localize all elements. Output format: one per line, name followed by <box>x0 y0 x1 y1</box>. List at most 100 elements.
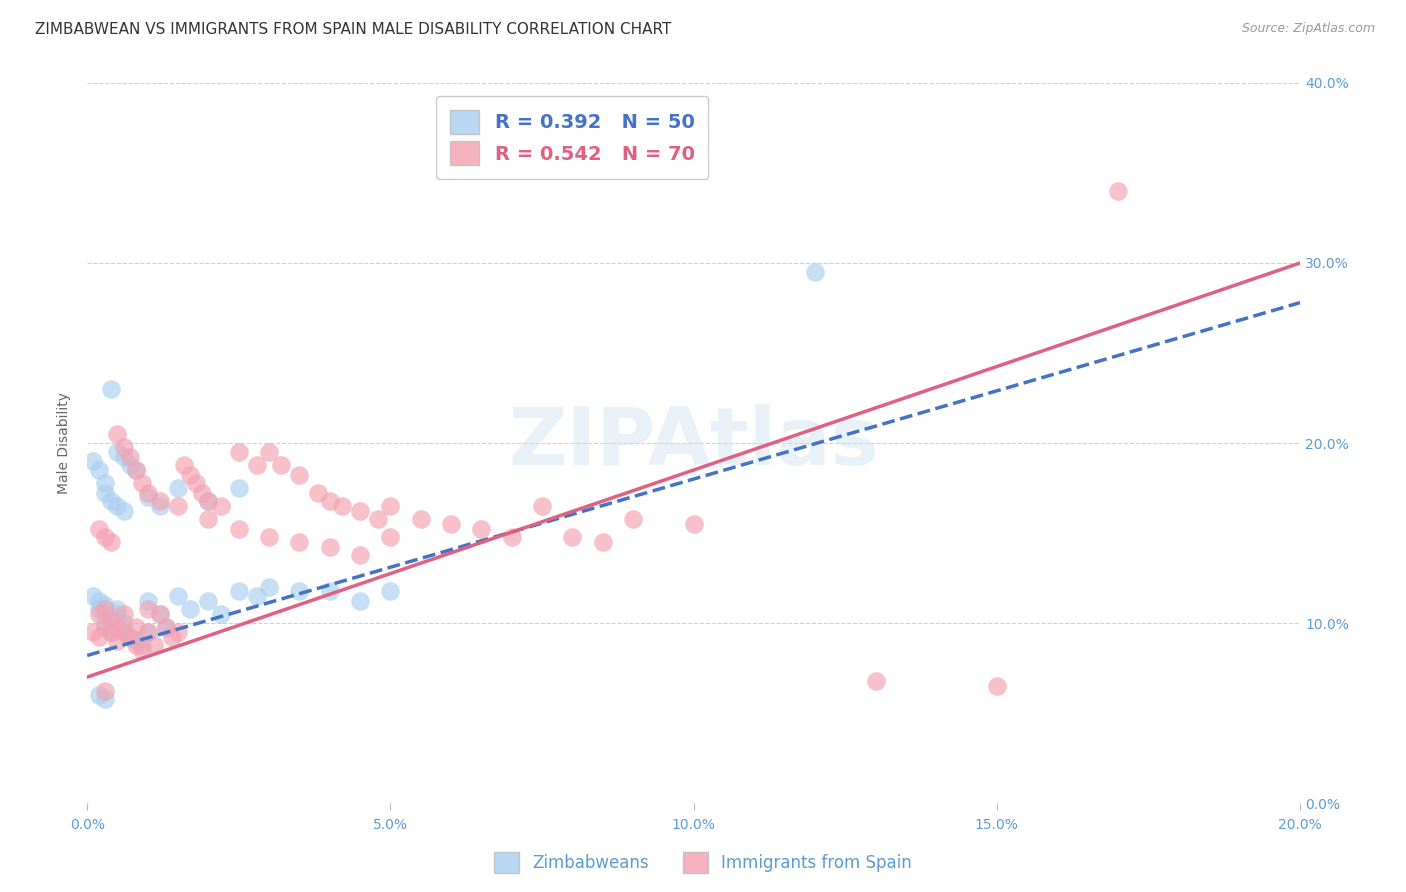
Point <box>319 541 342 555</box>
Point <box>228 445 250 459</box>
Point <box>173 458 195 472</box>
Point <box>100 612 122 626</box>
Point <box>82 589 104 603</box>
Point <box>107 427 129 442</box>
Point <box>100 625 122 640</box>
Point <box>124 463 146 477</box>
Point <box>94 607 117 621</box>
Legend: R = 0.392   N = 50, R = 0.542   N = 70: R = 0.392 N = 50, R = 0.542 N = 70 <box>436 96 709 178</box>
Point <box>228 481 250 495</box>
Point <box>124 638 146 652</box>
Point <box>349 548 371 562</box>
Point <box>228 523 250 537</box>
Point <box>330 499 353 513</box>
Point <box>167 499 190 513</box>
Point <box>89 607 111 621</box>
Point <box>530 499 553 513</box>
Point <box>167 589 190 603</box>
Point <box>100 620 122 634</box>
Point <box>124 463 146 477</box>
Point <box>380 499 402 513</box>
Point <box>470 523 492 537</box>
Point <box>804 265 827 279</box>
Point <box>112 504 135 518</box>
Point <box>349 504 371 518</box>
Point <box>319 493 342 508</box>
Point <box>89 601 111 615</box>
Point <box>82 454 104 468</box>
Point <box>94 684 117 698</box>
Point <box>149 499 172 513</box>
Point <box>131 475 153 490</box>
Point <box>112 625 135 640</box>
Point <box>107 445 129 459</box>
Point <box>118 450 141 465</box>
Point <box>112 616 135 631</box>
Point <box>136 601 159 615</box>
Point <box>288 535 311 549</box>
Point <box>155 620 177 634</box>
Text: ZIMBABWEAN VS IMMIGRANTS FROM SPAIN MALE DISABILITY CORRELATION CHART: ZIMBABWEAN VS IMMIGRANTS FROM SPAIN MALE… <box>35 22 672 37</box>
Y-axis label: Male Disability: Male Disability <box>58 392 72 494</box>
Point <box>89 594 111 608</box>
Point <box>107 601 129 615</box>
Point <box>288 583 311 598</box>
Point <box>179 601 201 615</box>
Point <box>136 490 159 504</box>
Point <box>197 511 219 525</box>
Point <box>167 481 190 495</box>
Point <box>155 620 177 634</box>
Point <box>191 486 214 500</box>
Point <box>288 468 311 483</box>
Point <box>82 625 104 640</box>
Point <box>270 458 292 472</box>
Point <box>124 634 146 648</box>
Point <box>865 673 887 688</box>
Point <box>246 458 269 472</box>
Point <box>94 530 117 544</box>
Point <box>136 594 159 608</box>
Point <box>136 625 159 640</box>
Point <box>100 493 122 508</box>
Point <box>112 625 135 640</box>
Point <box>501 530 523 544</box>
Point <box>94 616 117 631</box>
Point <box>89 688 111 702</box>
Point <box>246 589 269 603</box>
Point <box>167 625 190 640</box>
Point <box>561 530 583 544</box>
Point <box>89 523 111 537</box>
Point <box>149 607 172 621</box>
Point <box>94 486 117 500</box>
Point <box>380 583 402 598</box>
Point <box>257 530 280 544</box>
Point <box>136 625 159 640</box>
Point <box>131 638 153 652</box>
Point <box>228 583 250 598</box>
Point <box>100 625 122 640</box>
Point <box>94 598 117 612</box>
Point <box>118 631 141 645</box>
Legend: Zimbabweans, Immigrants from Spain: Zimbabweans, Immigrants from Spain <box>488 846 918 880</box>
Point <box>149 607 172 621</box>
Point <box>179 468 201 483</box>
Point <box>186 475 208 490</box>
Point <box>209 607 232 621</box>
Point <box>107 620 129 634</box>
Point <box>94 601 117 615</box>
Point <box>440 517 463 532</box>
Point <box>124 620 146 634</box>
Point <box>136 486 159 500</box>
Point <box>142 638 165 652</box>
Point <box>94 620 117 634</box>
Point <box>94 475 117 490</box>
Point <box>118 631 141 645</box>
Point <box>349 594 371 608</box>
Point <box>197 493 219 508</box>
Point <box>112 450 135 465</box>
Point <box>131 643 153 657</box>
Point <box>107 499 129 513</box>
Point <box>307 486 329 500</box>
Point <box>100 535 122 549</box>
Point <box>100 382 122 396</box>
